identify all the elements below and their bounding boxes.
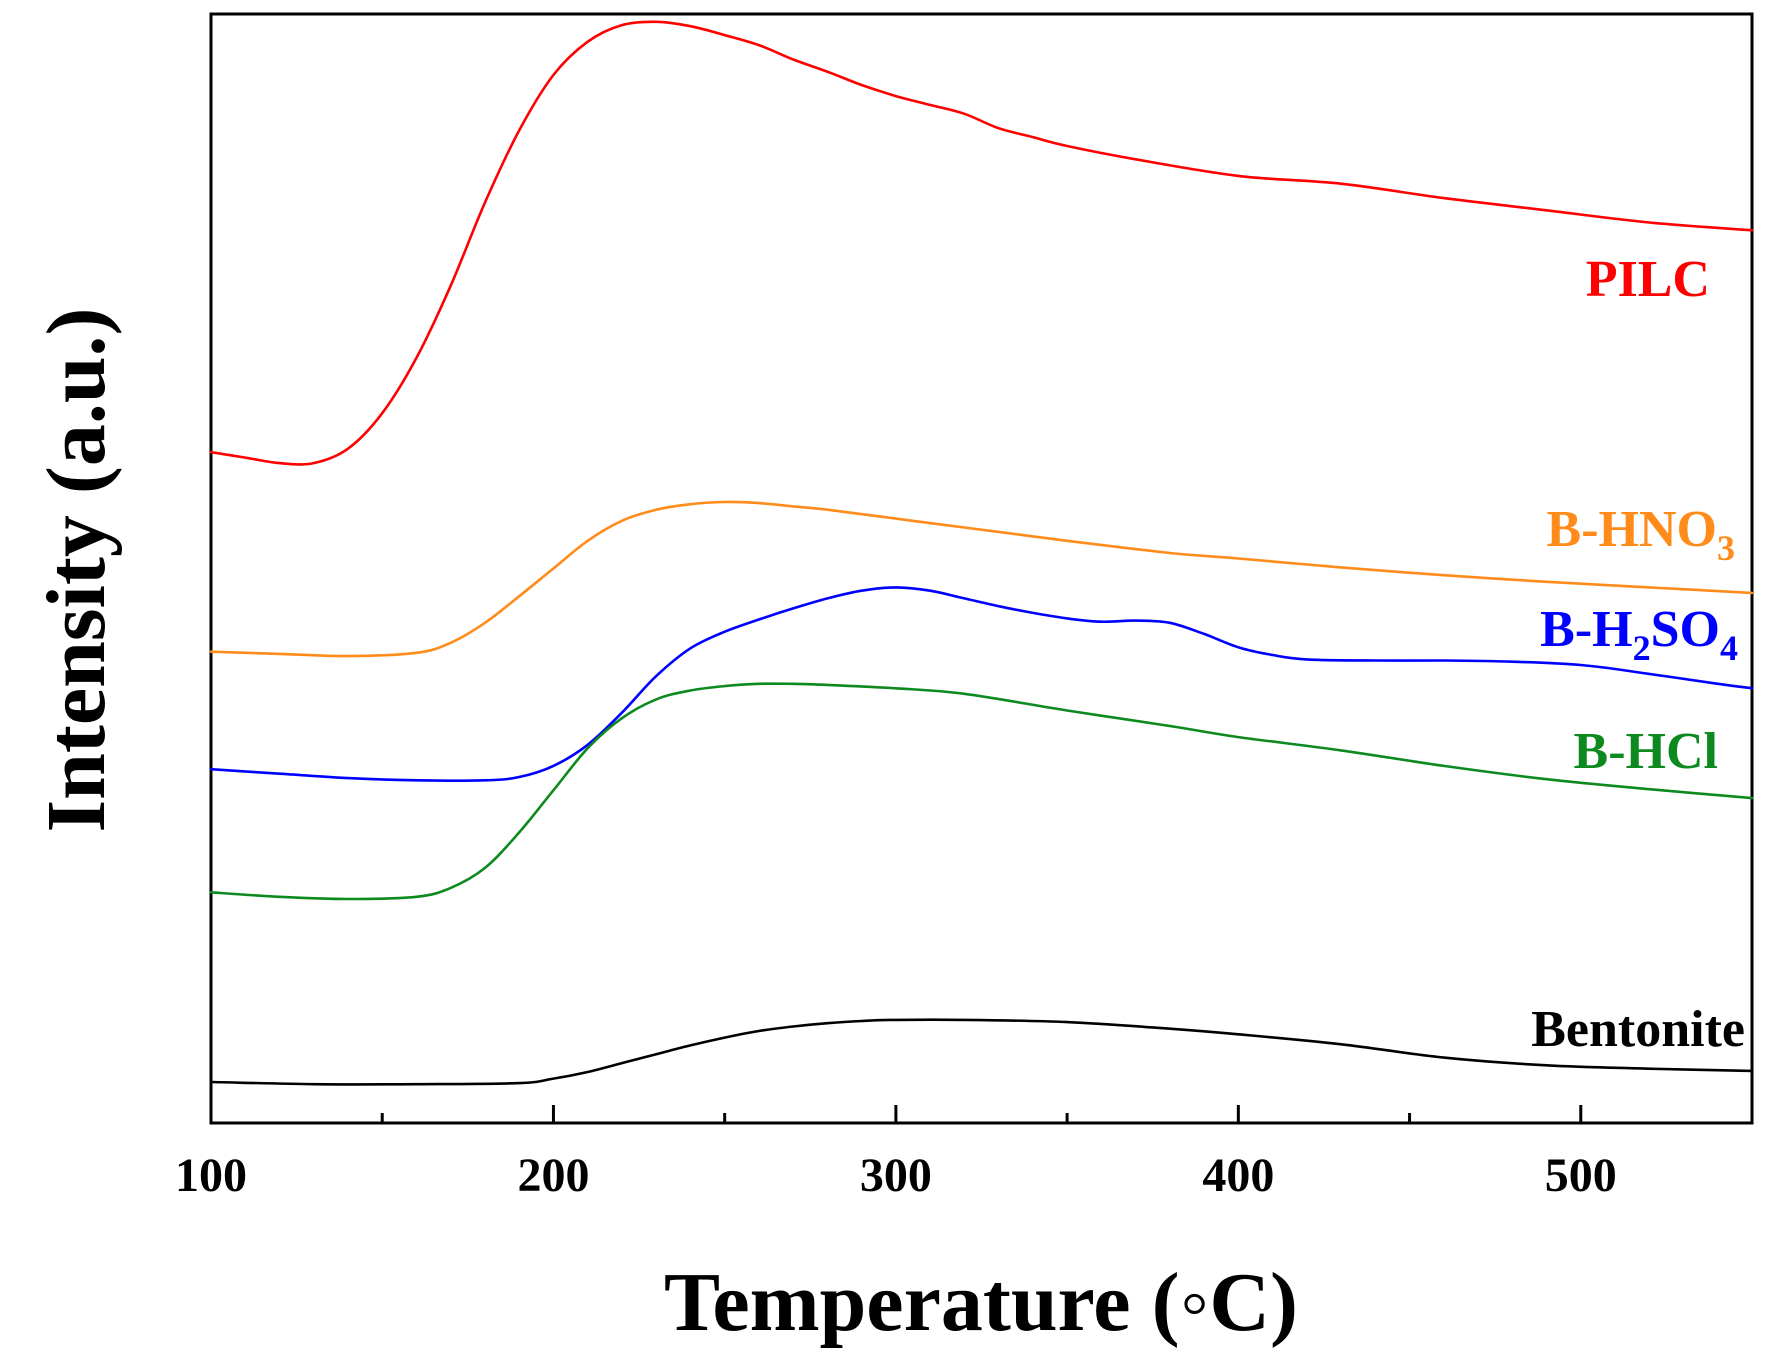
series-label-b-h2so4: B-H2SO4	[1540, 601, 1738, 668]
x-axis-title: Temperature (◦C)	[664, 1256, 1298, 1349]
plot-frame	[209, 12, 1754, 1125]
series-group	[209, 20, 1754, 1086]
x-tick-label: 300	[860, 1149, 932, 1202]
x-axis-ticks	[209, 1105, 1754, 1123]
series-labels: PILC B-HNO3 B-H2SO4 B-HCl Bentonite	[1531, 251, 1745, 1058]
series-label-bentonite: Bentonite	[1531, 1001, 1745, 1058]
series-label-b-hno3: B-HNO3	[1547, 501, 1735, 568]
series-label-pilc: PILC	[1586, 251, 1710, 308]
series-line-pilc	[209, 20, 1754, 466]
series-label-b-hcl: B-HCl	[1574, 723, 1718, 780]
series-line-b-hcl	[209, 682, 1754, 901]
x-tick-label: 100	[175, 1149, 247, 1202]
x-tick-label: 400	[1202, 1149, 1274, 1202]
x-axis-tick-labels: 100 200 300 400 500	[175, 1149, 1617, 1202]
series-line-bentonite	[209, 1018, 1754, 1086]
series-line-b-hno3	[209, 500, 1754, 658]
series-line-b-h2so4	[209, 586, 1754, 782]
plot-area	[209, 12, 1754, 1125]
y-axis-title: Intensity (a.u.)	[30, 307, 123, 832]
x-tick-label: 200	[517, 1149, 589, 1202]
x-tick-label: 500	[1545, 1149, 1617, 1202]
